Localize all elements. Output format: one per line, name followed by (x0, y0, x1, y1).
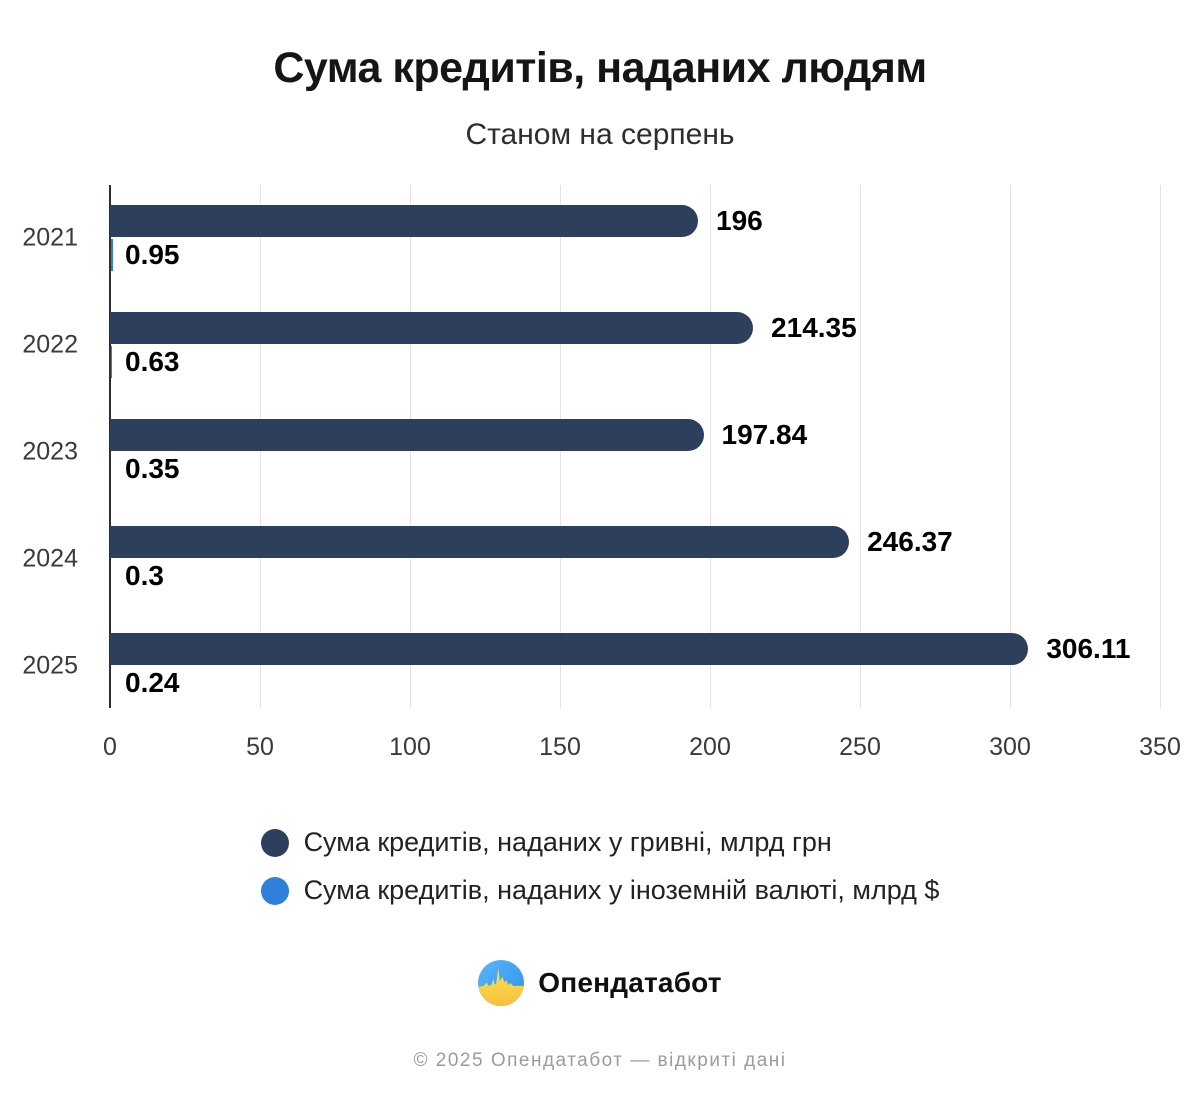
gridline (1159, 185, 1161, 708)
legend-label: Сума кредитів, наданих у гривні, млрд гр… (303, 827, 832, 857)
legend-label: Сума кредитів, наданих у іноземній валют… (303, 875, 940, 905)
bar-uah-value-label: 197.84 (721, 419, 808, 450)
bar-uah (110, 633, 1029, 665)
bar-uah-value-label: 306.11 (1046, 633, 1131, 664)
x-axis-tick-label: 150 (539, 733, 581, 761)
bar-uah-value-label: 214.35 (771, 312, 857, 343)
x-axis-tick-label: 300 (989, 733, 1031, 761)
y-axis-category-label: 2022 (22, 330, 78, 359)
y-axis-category-label: 2023 (22, 437, 78, 466)
bar-fx-value-label: 0.24 (125, 667, 180, 698)
chart-subtitle: Станом на серпень (465, 118, 735, 151)
legend-dot-icon (260, 828, 289, 857)
chart-title: Сума кредитів, наданих людям (273, 44, 927, 92)
opendatabot-logo-icon (478, 960, 525, 1006)
x-axis-tick-label: 100 (389, 733, 431, 761)
copyright-line: © 2025 Опендатабот — відкриті дані (413, 1050, 787, 1071)
legend-dot-icon (260, 876, 289, 905)
chart-legend: Сума кредитів, наданих у гривні, млрд гр… (0, 824, 1200, 909)
x-axis-tick-label: 250 (839, 733, 881, 761)
x-axis-tick-label: 200 (689, 733, 731, 761)
bar-fx-value-label: 0.3 (125, 560, 164, 591)
bar-fx-value-label: 0.35 (125, 453, 180, 484)
x-axis-tick-label: 50 (246, 733, 274, 761)
legend-item: Сума кредитів, наданих у гривні, млрд гр… (260, 824, 940, 861)
y-axis-category-label: 2024 (22, 544, 78, 573)
legend-item: Сума кредитів, наданих у іноземній валют… (260, 872, 940, 909)
gridline (1009, 185, 1011, 708)
bar-fx-value-label: 0.95 (125, 239, 180, 270)
gridline (859, 185, 861, 708)
bar-fx-value-label: 0.63 (125, 346, 180, 377)
y-axis-category-label: 2021 (22, 223, 78, 252)
y-axis-category-label: 2025 (22, 651, 78, 680)
bar-uah (110, 526, 850, 558)
x-axis-tick-label: 0 (103, 733, 117, 761)
gridline (709, 185, 711, 708)
bar-uah-value-label: 246.37 (867, 526, 953, 557)
legend-rows: Сума кредитів, наданих у гривні, млрд гр… (260, 824, 940, 909)
bar-uah-value-label: 196 (716, 205, 763, 236)
bar-uah (110, 312, 754, 344)
brand-name: Опендатабот (538, 967, 722, 998)
bar-uah (110, 205, 698, 237)
bar-fx (110, 239, 113, 271)
bar-uah (110, 419, 704, 451)
x-axis-tick-label: 350 (1139, 733, 1181, 761)
brand-footer: Опендатабот (0, 960, 1200, 1006)
bar-chart-plot-area: 0 50 100 150 200 250 300 350 2021 196 0.95 2022 214.… (22, 185, 1181, 761)
